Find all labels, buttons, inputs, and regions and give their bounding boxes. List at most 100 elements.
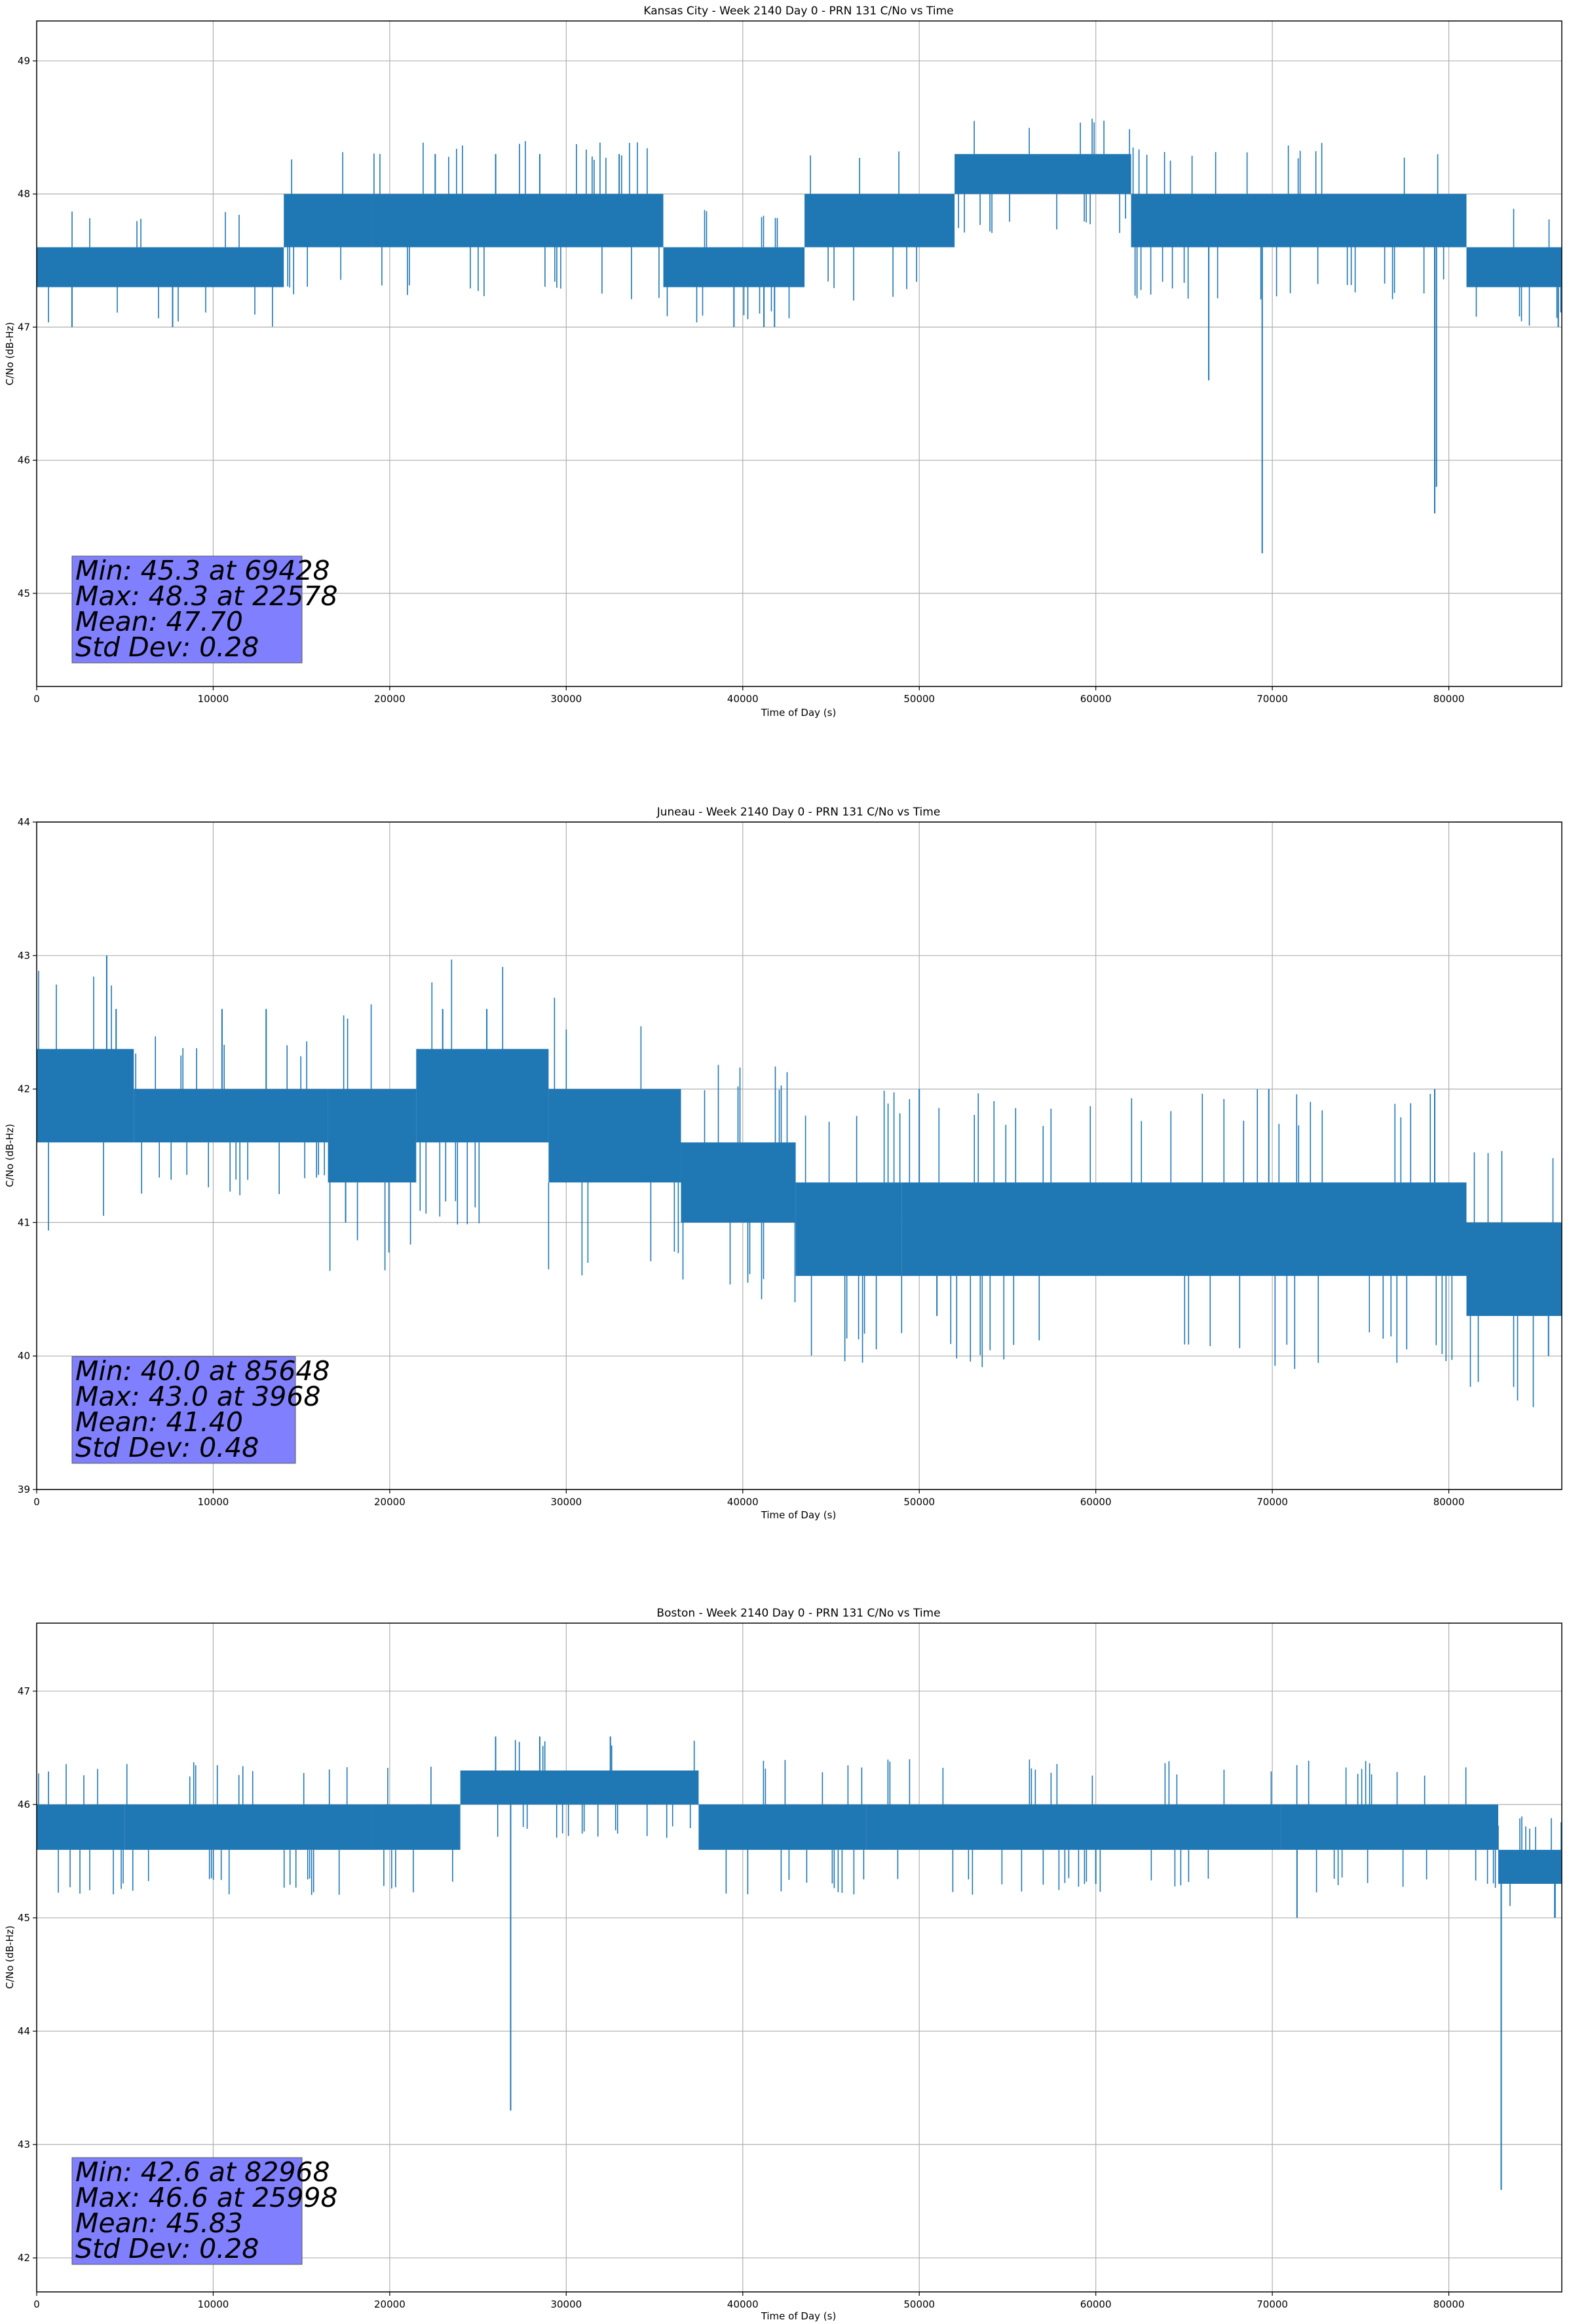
y-axis-label: C/No (dB-Hz): [4, 322, 16, 386]
x-axis-label: Time of Day (s): [761, 2310, 837, 2322]
stats-min: Min: 42.6 at 82968: [75, 2156, 330, 2188]
y-tick-label: 46: [18, 455, 30, 466]
stats-max: Max: 46.6 at 25998: [75, 2182, 338, 2213]
x-tick-label: 30000: [550, 2298, 582, 2310]
stats-mean: Mean: 47.70: [75, 606, 243, 637]
y-tick-label: 46: [18, 1799, 30, 1810]
stats-std-dev: Std Dev: 0.28: [75, 2233, 259, 2264]
y-tick-label: 44: [18, 816, 30, 828]
x-tick-label: 40000: [727, 2298, 759, 2310]
x-tick-label: 80000: [1433, 693, 1465, 705]
plot-frame: [36, 821, 1562, 1490]
x-tick-label: 60000: [1080, 2298, 1112, 2310]
plot-frame: [36, 20, 1562, 687]
y-axis-label: C/No (dB-Hz): [4, 1926, 16, 1989]
stats-mean: Mean: 41.40: [75, 1406, 243, 1438]
stats-min: Min: 45.3 at 69428: [75, 555, 330, 586]
x-tick-label: 40000: [727, 693, 759, 705]
series-band: [37, 247, 284, 288]
x-tick-label: 0: [33, 1496, 40, 1508]
ticks: 0 10000 20000 30000 40000 50000 60000 70000 8000…: [18, 1685, 1465, 2310]
stats-min: Min: 40.0 at 85648: [75, 1355, 330, 1387]
stats-mean: Mean: 45.83: [75, 2207, 243, 2239]
x-tick-label: 70000: [1257, 1496, 1288, 1508]
series-band: [1466, 247, 1562, 288]
series-band: [901, 1182, 1467, 1276]
ticks: 0 10000 20000 30000 40000 50000 60000 70000 8000…: [18, 816, 1465, 1508]
stats-std-dev: Std Dev: 0.48: [75, 1432, 259, 1463]
stats-box: [71, 1356, 296, 1464]
x-tick-label: 0: [33, 2298, 40, 2310]
x-tick-label: 20000: [374, 693, 406, 705]
x-tick-label: 70000: [1257, 693, 1288, 705]
series-band: [866, 1804, 1281, 1850]
y-tick-label: 41: [18, 1216, 30, 1228]
series-band: [795, 1182, 902, 1276]
x-tick-label: 30000: [550, 693, 582, 705]
chart-panel-kansas-city: Kansas City - Week 2140 Day 0 - PRN 131 …: [4, 5, 1562, 719]
y-tick-label: 48: [18, 188, 30, 200]
series-line: [37, 119, 1562, 553]
series-band: [134, 1089, 328, 1143]
x-tick-label: 20000: [374, 2298, 406, 2310]
y-tick-label: 49: [18, 55, 30, 67]
y-tick-label: 43: [18, 2139, 30, 2150]
x-tick-label: 10000: [198, 2298, 229, 2310]
series-band: [804, 194, 955, 248]
ticks: 0 10000 20000 30000 40000 50000 60000 70000 8000…: [18, 55, 1465, 705]
x-tick-label: 50000: [903, 1496, 935, 1508]
stats-box: [71, 555, 303, 664]
stats-std-dev: Std Dev: 0.28: [75, 631, 259, 663]
series-band: [416, 1049, 549, 1143]
chart-title: Boston - Week 2140 Day 0 - PRN 131 C/No …: [656, 1607, 940, 1620]
series-band: [548, 1089, 681, 1183]
x-tick-label: 40000: [727, 1496, 759, 1508]
series-band: [371, 1804, 461, 1850]
x-tick-label: 60000: [1080, 693, 1112, 705]
plot-frame: [36, 1622, 1562, 2293]
series-band: [37, 1804, 125, 1850]
x-tick-label: 0: [33, 693, 40, 705]
y-tick-label: 45: [18, 1912, 30, 1924]
y-tick-label: 45: [18, 588, 30, 599]
chart-title: Kansas City - Week 2140 Day 0 - PRN 131 …: [643, 5, 953, 18]
x-tick-label: 80000: [1433, 2298, 1465, 2310]
y-tick-label: 42: [18, 2252, 30, 2264]
x-tick-label: 10000: [198, 1496, 229, 1508]
series-band: [955, 154, 1131, 195]
series-band: [284, 194, 372, 248]
series-band: [1281, 1804, 1498, 1850]
chart-panel-boston: Boston - Week 2140 Day 0 - PRN 131 C/No …: [4, 1607, 1562, 2322]
chart-panel-juneau: Juneau - Week 2140 Day 0 - PRN 131 C/No …: [4, 806, 1562, 1521]
y-tick-label: 47: [18, 321, 30, 333]
x-tick-label: 50000: [903, 2298, 935, 2310]
x-tick-label: 70000: [1257, 2298, 1288, 2310]
y-tick-label: 39: [18, 1484, 30, 1495]
x-tick-label: 60000: [1080, 1496, 1112, 1508]
series-band: [663, 247, 805, 288]
x-axis-label: Time of Day (s): [761, 1509, 837, 1521]
x-tick-label: 80000: [1433, 1496, 1465, 1508]
series-band: [698, 1804, 867, 1850]
series-band: [1498, 1850, 1562, 1884]
x-tick-label: 10000: [198, 693, 229, 705]
series-line: [37, 1736, 1562, 2190]
series-flicker: [38, 960, 1554, 1408]
series-band: [37, 1049, 134, 1143]
series-band: [371, 194, 664, 248]
series-band: [460, 1770, 699, 1805]
y-tick-label: 47: [18, 1685, 30, 1697]
series-band: [124, 1804, 372, 1850]
y-tick-label: 40: [18, 1350, 30, 1362]
y-tick-label: 42: [18, 1083, 30, 1095]
series-band: [1131, 194, 1467, 248]
series-band: [328, 1089, 417, 1183]
stats-box: [71, 2157, 303, 2265]
chart-title: Juneau - Week 2140 Day 0 - PRN 131 C/No …: [656, 806, 941, 819]
x-tick-label: 30000: [550, 1496, 582, 1508]
stats-max: Max: 48.3 at 22578: [75, 580, 338, 612]
y-axis-label: C/No (dB-Hz): [4, 1124, 16, 1188]
stats-max: Max: 43.0 at 3968: [75, 1381, 321, 1412]
x-tick-label: 50000: [903, 693, 935, 705]
